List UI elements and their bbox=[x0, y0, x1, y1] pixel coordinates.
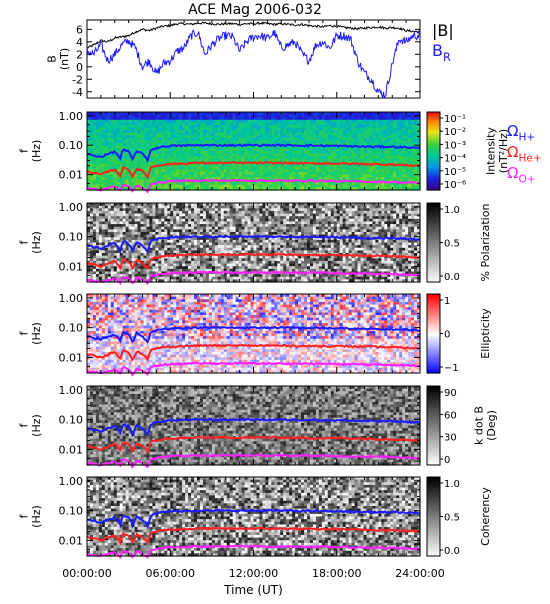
colorbar-tick-label: 10⁻⁶ bbox=[444, 180, 466, 191]
y-tick-label: 6 bbox=[76, 23, 83, 36]
legend-o-plus: ΩO+ bbox=[507, 164, 536, 186]
figure-title: ACE Mag 2006-032 bbox=[188, 2, 322, 18]
y-tick-label: 0.10 bbox=[59, 139, 84, 152]
colorbar-tick-label: 10⁻³ bbox=[444, 140, 466, 151]
y-tick-label: 2 bbox=[76, 48, 83, 61]
colorbar-tick-label: 10⁻⁴ bbox=[444, 154, 466, 165]
legend-he-plus: ΩHe+ bbox=[507, 143, 542, 165]
intensity-y-axis-label-line: (Hz) bbox=[30, 140, 43, 163]
legend-b-magnitude: |B| bbox=[432, 21, 454, 40]
field-y-axis-label-line: (nT) bbox=[58, 48, 71, 70]
intensity-colorbar-label-line: Intensity bbox=[485, 127, 498, 175]
legend-b-r: BR bbox=[432, 41, 451, 64]
colorbar-tick-label: 10⁻⁵ bbox=[444, 167, 466, 178]
field-y-axis-label-line: B bbox=[46, 55, 59, 63]
intensity-y-axis-label-line: f bbox=[18, 148, 31, 153]
y-tick-label: -2 bbox=[72, 73, 83, 86]
colorbar-tick-label: 10⁻¹ bbox=[444, 114, 466, 125]
field-y-axis-label: B(nT) bbox=[46, 48, 72, 70]
colorbar-tick-label: 10⁻² bbox=[444, 127, 466, 138]
intensity-y-axis-label: f(Hz) bbox=[18, 140, 44, 163]
legend-h-plus: ΩH+ bbox=[507, 122, 535, 144]
y-tick-label: -4 bbox=[72, 86, 83, 99]
y-tick-label: 4 bbox=[76, 36, 83, 49]
y-tick-label: 1.00 bbox=[59, 110, 84, 123]
y-tick-label: 0.01 bbox=[59, 169, 84, 182]
y-tick-label: 0 bbox=[76, 61, 83, 74]
intensity-colorbar: 10⁻¹ 10⁻² 10⁻³ 10⁻⁴ 10⁻⁵ 10⁻⁶ bbox=[427, 112, 466, 191]
